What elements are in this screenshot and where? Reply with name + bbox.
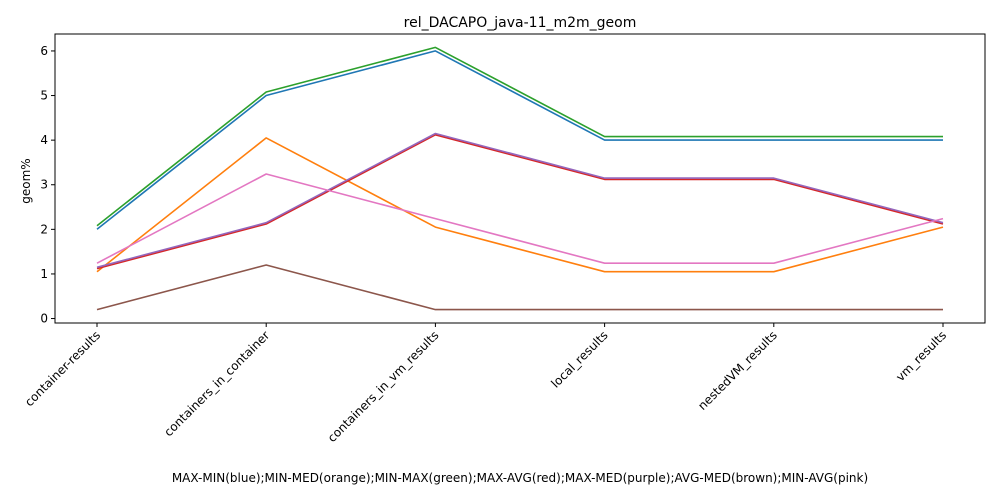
series-line-7 bbox=[96, 173, 944, 265]
plot-frame bbox=[54, 33, 986, 324]
x-tick-label: local_results bbox=[548, 328, 610, 390]
series-line-3 bbox=[96, 46, 943, 227]
series-line-2 bbox=[96, 137, 944, 273]
x-axis-ticks: container-results containers_in_container… bbox=[22, 323, 949, 445]
series-line-5 bbox=[96, 132, 944, 269]
y-tick-label: 0 bbox=[40, 312, 48, 326]
chart-title: rel_DACAPO_java-11_m2m_geom bbox=[404, 15, 637, 31]
y-tick-label: 6 bbox=[40, 44, 48, 58]
y-axis-ticks: 0 1 2 3 4 5 6 bbox=[40, 44, 55, 326]
x-tick-label: nestedVM_results bbox=[695, 328, 780, 413]
x-axis-label: MAX-MIN(blue);MIN-MED(orange);MIN-MAX(gr… bbox=[172, 471, 868, 485]
series-line-1 bbox=[96, 50, 943, 230]
series-line-4 bbox=[96, 134, 944, 270]
series-line-6 bbox=[96, 264, 943, 311]
y-tick-label: 5 bbox=[40, 89, 48, 103]
x-tick-label: container-results bbox=[22, 328, 103, 409]
y-tick-label: 3 bbox=[40, 178, 48, 192]
y-tick-label: 4 bbox=[40, 133, 48, 147]
x-tick-label: containers_in_container bbox=[161, 328, 272, 439]
y-axis-label: geom% bbox=[19, 158, 33, 203]
y-tick-label: 2 bbox=[40, 222, 48, 236]
x-tick-label: vm_results bbox=[893, 328, 949, 384]
series-lines bbox=[96, 46, 944, 311]
y-tick-label: 1 bbox=[40, 267, 48, 281]
x-tick-label: containers_in_vm_results bbox=[325, 328, 442, 445]
